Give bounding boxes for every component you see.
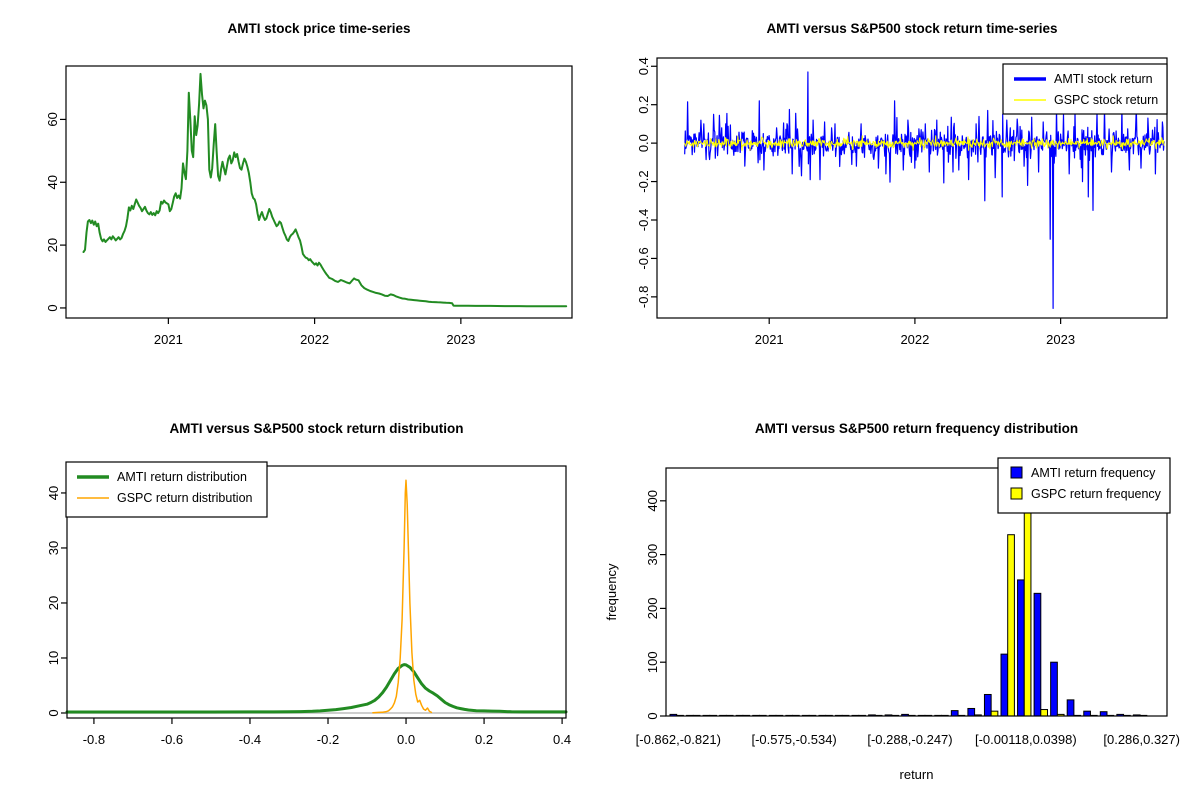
x-tick-label: 2023 [446,332,475,347]
histogram-bar [967,707,976,717]
y-tick-label: -0.2 [636,170,651,192]
x-tick-label: -0.4 [239,732,261,747]
y-tick-label: 300 [645,544,660,566]
y-tick-label: 400 [645,490,660,512]
plot-border [665,467,1168,717]
legend-swatch [1010,487,1023,500]
histogram-bar [1066,699,1075,717]
series-secondary-line [372,479,433,714]
histogram-bar [990,710,999,717]
legend-box [1002,63,1168,115]
chart-title: AMTI versus S&P500 return frequency dist… [755,421,1078,436]
legend-box [65,461,268,518]
histogram-bar [983,693,992,717]
y-tick-label: 40 [45,175,60,189]
x-axis-label: return [900,767,934,782]
series-primary-line [82,72,568,308]
y-axis-label: frequency [604,563,619,621]
x-tick-label: -0.8 [83,732,105,747]
legend-label: GSPC return distribution [117,491,253,505]
y-tick-label: 0 [645,712,660,719]
legend-label: GSPC return frequency [1031,487,1162,501]
x-category-label: [-0.575,-0.534) [751,732,836,747]
x-tick-label: 0.2 [475,732,493,747]
x-tick-label: -0.6 [161,732,183,747]
x-tick-label: 2021 [154,332,183,347]
histogram-bar [1099,711,1108,717]
y-tick-label: -0.8 [636,286,651,308]
histogram-bar [1040,709,1048,717]
plot-border [66,465,567,719]
y-tick-label: -0.6 [636,247,651,269]
legend-label: AMTI return distribution [117,470,247,484]
plot-border [65,65,573,319]
price-chart: AMTI stock price time-series 0 20 40 60 2021 2… [0,0,600,400]
y-tick-label: 40 [46,486,61,500]
x-tick-label: 0.4 [553,732,571,747]
y-tick-label: 20 [46,596,61,610]
y-tick-label: 0.0 [636,134,651,152]
series-secondary-line [684,135,1165,151]
histogram-chart: AMTI versus S&P500 return frequency dist… [600,400,1200,800]
y-tick-label: 20 [45,238,60,252]
chart-title: AMTI versus S&P500 stock return time-ser… [766,21,1057,36]
chart-title: AMTI versus S&P500 stock return distribu… [169,421,463,436]
histogram-bar [1033,592,1042,717]
y-tick-label: 0 [45,304,60,311]
legend-label: AMTI return frequency [1031,466,1156,480]
x-category-label: [-0.862,-0.821) [636,732,721,747]
y-tick-label: 30 [46,541,61,555]
x-category-label: [0.286,0.327) [1103,732,1180,747]
chart-title: AMTI stock price time-series [227,21,410,36]
returns-chart: AMTI versus S&P500 stock return time-ser… [600,0,1200,400]
y-tick-label: 10 [46,651,61,665]
histogram-bar [1083,710,1091,717]
y-tick-label: 60 [45,112,60,126]
x-tick-label: 2023 [1046,332,1075,347]
y-tick-label: 0.4 [636,57,651,75]
legend-label: GSPC stock return [1054,93,1158,107]
histogram-bar [1017,579,1025,717]
x-tick-label: 2022 [900,332,929,347]
density-chart: AMTI versus S&P500 stock return distribu… [0,400,600,800]
legend-box [997,457,1171,514]
x-tick-label: 2021 [755,332,784,347]
series-primary-line [65,663,568,714]
x-category-label: [-0.288,-0.247) [867,732,952,747]
y-tick-label: 200 [645,598,660,620]
y-tick-label: -0.4 [636,209,651,231]
histogram-bar [950,710,959,717]
y-tick-label: 100 [645,651,660,673]
x-tick-label: 2022 [300,332,329,347]
x-category-label: [-0.00118,0.0398) [975,732,1077,747]
legend-label: AMTI stock return [1054,72,1153,86]
legend-swatch [1010,466,1023,479]
x-tick-label: -0.2 [317,732,339,747]
y-tick-label: 0.2 [636,96,651,114]
y-tick-label: 0 [46,709,61,716]
x-tick-label: 0.0 [397,732,415,747]
histogram-bar [1000,653,1009,717]
histogram-bar [1007,534,1015,717]
histogram-bar [1050,661,1058,717]
plot-border [656,57,1168,319]
